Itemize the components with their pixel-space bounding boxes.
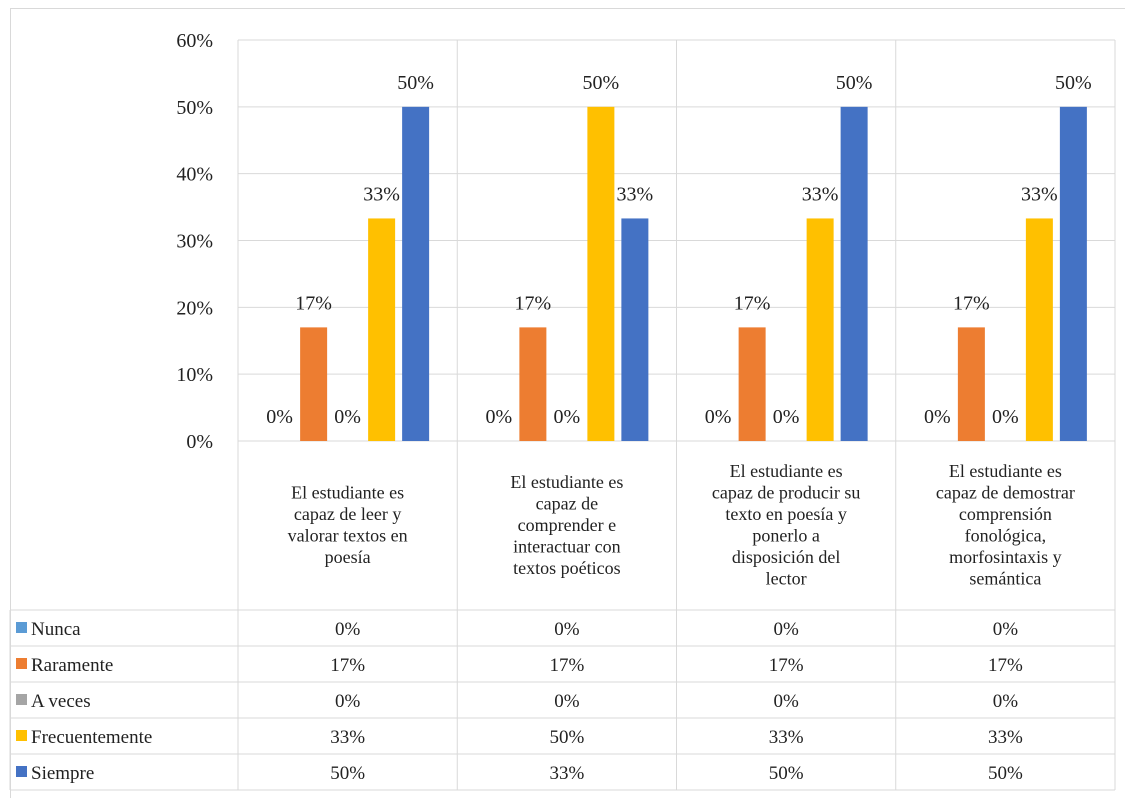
category-label: fonológica,: [965, 526, 1046, 546]
data-label: 50%: [583, 72, 620, 94]
bar-siempre: [402, 106, 430, 441]
data-label: 0%: [992, 406, 1019, 428]
table-cell: 17%: [549, 655, 584, 676]
table-cell: 33%: [549, 763, 584, 784]
table-cell: 0%: [773, 619, 799, 640]
y-tick-label: 50%: [176, 97, 213, 119]
data-label: 33%: [617, 183, 654, 205]
chart-frame: [10, 8, 1125, 798]
category-label: El estudiante es: [291, 483, 404, 503]
category-label: comprensión: [959, 504, 1052, 524]
category-label: lector: [766, 569, 807, 589]
y-tick-label: 20%: [176, 297, 213, 319]
table-cell: 33%: [330, 727, 365, 748]
legend-key: [16, 730, 27, 741]
legend-key: [16, 658, 27, 669]
y-tick-label: 60%: [176, 30, 213, 52]
data-label: 17%: [295, 292, 332, 314]
category-label: ponerlo a: [752, 526, 819, 546]
data-label: 33%: [802, 183, 839, 205]
legend-key: [16, 694, 27, 705]
category-label: capaz de demostrar: [936, 483, 1075, 503]
table-cell: 50%: [988, 763, 1023, 784]
category-label: poesía: [325, 547, 371, 567]
data-label: 50%: [397, 72, 434, 94]
bar-raramente: [300, 327, 328, 441]
data-label: 0%: [924, 406, 951, 428]
category-label: valorar textos en: [288, 526, 408, 546]
table-cell: 17%: [769, 655, 804, 676]
data-label: 0%: [705, 406, 732, 428]
data-label: 33%: [363, 183, 400, 205]
y-tick-label: 40%: [176, 164, 213, 186]
category-label: disposición del: [732, 547, 841, 567]
table-cell: 50%: [330, 763, 365, 784]
category-label: morfosintaxis y: [949, 547, 1062, 567]
table-cell: 33%: [988, 727, 1023, 748]
table-cell: 0%: [554, 619, 580, 640]
table-cell: 0%: [773, 691, 799, 712]
category-label: textos poéticos: [513, 558, 620, 578]
table-cell: 0%: [335, 691, 361, 712]
legend-label: Siempre: [31, 763, 94, 784]
table-cell: 33%: [769, 727, 804, 748]
table-cell: 0%: [993, 619, 1019, 640]
category-label: texto en poesía y: [725, 504, 846, 524]
table-cell: 0%: [993, 691, 1019, 712]
data-label: 50%: [836, 72, 873, 94]
data-label: 0%: [554, 406, 581, 428]
bar-raramente: [738, 327, 766, 441]
bar-raramente: [957, 327, 985, 441]
bar-frecuentemente: [587, 106, 615, 441]
category-label: El estudiante es: [730, 461, 843, 481]
bar-frecuentemente: [368, 218, 396, 441]
data-label: 50%: [1055, 72, 1092, 94]
legend-label: Raramente: [31, 655, 113, 676]
bar-siempre: [840, 106, 868, 441]
table-cell: 50%: [549, 727, 584, 748]
data-label: 0%: [486, 406, 513, 428]
table-cell: 17%: [330, 655, 365, 676]
data-label: 0%: [266, 406, 293, 428]
bar-frecuentemente: [1025, 218, 1053, 441]
data-label: 0%: [773, 406, 800, 428]
category-label: comprender e: [518, 515, 616, 535]
table-cell: 0%: [335, 619, 361, 640]
data-label: 0%: [334, 406, 361, 428]
legend-label: Frecuentemente: [31, 727, 152, 748]
data-label: 33%: [1021, 183, 1058, 205]
y-tick-label: 10%: [176, 364, 213, 386]
category-label: capaz de leer y: [294, 504, 401, 524]
legend-key: [16, 622, 27, 633]
table-cell: 50%: [769, 763, 804, 784]
category-label: interactuar con: [513, 536, 620, 556]
category-label: capaz de producir su: [712, 483, 860, 503]
legend-key: [16, 766, 27, 777]
category-label: semántica: [969, 569, 1041, 589]
data-label: 17%: [734, 292, 771, 314]
bar-siempre: [621, 218, 649, 441]
table-cell: 0%: [554, 691, 580, 712]
table-cell: 17%: [988, 655, 1023, 676]
bar-raramente: [519, 327, 547, 441]
category-label: capaz de: [536, 493, 598, 513]
y-tick-label: 0%: [186, 431, 213, 453]
bar-frecuentemente: [806, 218, 834, 441]
legend-label: Nunca: [31, 619, 81, 640]
legend-label: A veces: [31, 691, 91, 712]
data-label: 17%: [953, 292, 990, 314]
data-label: 17%: [515, 292, 552, 314]
category-label: El estudiante es: [510, 472, 623, 492]
y-tick-label: 30%: [176, 231, 213, 253]
category-label: El estudiante es: [949, 461, 1062, 481]
bar-siempre: [1059, 106, 1087, 441]
